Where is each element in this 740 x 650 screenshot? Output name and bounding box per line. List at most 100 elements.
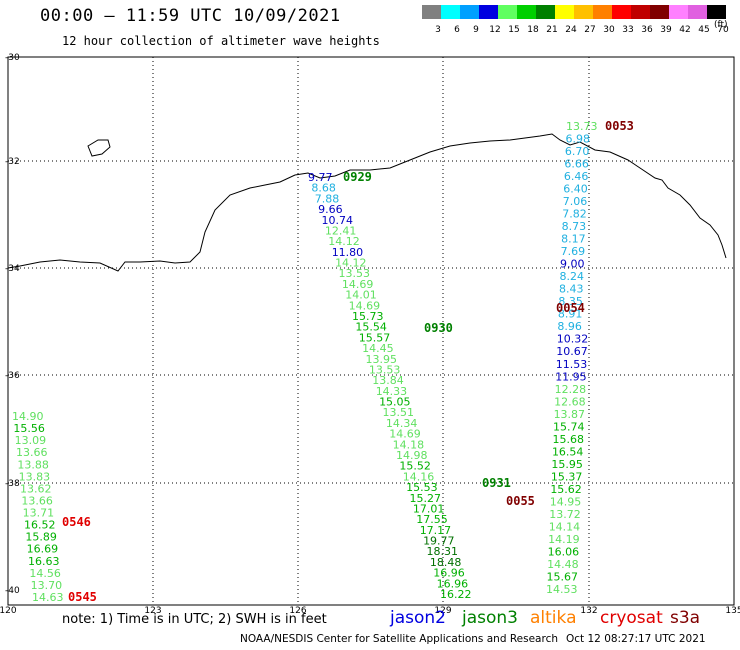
track-b-label-35: 14.48 — [547, 558, 579, 571]
legend-swatch-27 — [574, 5, 593, 19]
track-a-label-29: 15.53 — [406, 481, 438, 494]
legend-swatch-30 — [593, 5, 612, 19]
satellite-altika: altika — [530, 608, 577, 628]
track-c-label-0: 14.90 — [12, 410, 44, 423]
lat-label-2: -34 — [5, 264, 20, 274]
track-a-label-32: 17.55 — [416, 513, 448, 526]
time-marker-0053: 0053 — [605, 119, 634, 133]
track-a-label-33: 17.17 — [420, 524, 452, 537]
track-b-label-23: 13.87 — [554, 408, 586, 421]
track-a-label-30: 15.27 — [410, 492, 442, 505]
track-b-label-6: 7.06 — [563, 195, 588, 208]
track-a-label-35: 18.31 — [426, 545, 458, 558]
track-a-label-18: 13.53 — [369, 363, 401, 376]
track-a-label-19: 13.84 — [372, 374, 404, 387]
footnote: note: 1) Time is in UTC; 2) SWH is in fe… — [62, 612, 327, 627]
legend-swatch-12 — [479, 5, 498, 19]
legend-label-18: 18 — [527, 25, 539, 35]
legend-label-30: 30 — [603, 25, 615, 35]
legend-swatch-6 — [441, 5, 460, 19]
track-c-label-13: 14.56 — [29, 567, 61, 580]
track-b-label-27: 15.95 — [551, 458, 583, 471]
legend-unit: (ft) — [714, 20, 728, 30]
legend-swatch-42 — [669, 5, 688, 19]
track-a-label-26: 14.98 — [396, 449, 428, 462]
track-b-label-16: 8.96 — [557, 320, 582, 333]
track-b-label-0: 13.73 — [566, 120, 598, 133]
track-b-label-7: 7.82 — [562, 208, 587, 221]
track-a-label-10: 14.69 — [342, 278, 374, 291]
track-a-label-38: 16.96 — [437, 577, 469, 590]
track-b-label-26: 16.54 — [552, 445, 584, 458]
lat-label-3: -36 — [5, 371, 20, 381]
track-b-label-32: 14.14 — [549, 520, 581, 533]
track-b-label-12: 8.24 — [560, 270, 585, 283]
track-c-label-4: 13.88 — [17, 458, 49, 471]
legend-swatch-33 — [612, 5, 631, 19]
time-marker-0545: 0545 — [68, 590, 97, 604]
track-a-label-3: 9.66 — [318, 203, 343, 216]
legend-label-39: 39 — [660, 25, 672, 35]
track-a-label-9: 13.53 — [338, 267, 370, 280]
track-c-label-12: 16.63 — [28, 555, 60, 568]
track-b-label-14: 8.35 — [558, 295, 583, 308]
track-a-label-28: 14.16 — [403, 470, 435, 483]
track-b-label-11: 9.00 — [560, 258, 585, 271]
track-a-label-20: 14.33 — [376, 385, 408, 398]
lat-label-4: -38 — [5, 479, 20, 489]
track-a-label-25: 14.18 — [393, 438, 425, 451]
legend-swatch-21 — [536, 5, 555, 19]
legend-label-3: 3 — [435, 25, 441, 35]
track-b-label-31: 13.72 — [549, 508, 581, 521]
credit-text: NOAA/NESDIS Center for Satellite Applica… — [240, 633, 558, 645]
lon-label-1: 123 — [144, 606, 161, 616]
track-a-label-15: 15.57 — [359, 331, 391, 344]
track-a-label-36: 18.48 — [430, 556, 462, 569]
track-a-label-37: 16.96 — [433, 567, 465, 580]
legend-label-6: 6 — [454, 25, 460, 35]
chart-title: 00:00 – 11:59 UTC 10/09/2021 — [40, 6, 341, 26]
legend-swatch-45 — [688, 5, 707, 19]
track-a-label-7: 11.80 — [332, 246, 364, 259]
track-a-label-21: 15.05 — [379, 396, 411, 409]
track-c-label-1: 15.56 — [13, 422, 45, 435]
track-a-label-31: 17.01 — [413, 502, 445, 515]
track-c-label-8: 13.71 — [23, 507, 54, 520]
track-a-label-1: 8.68 — [311, 182, 336, 195]
color-legend: 3 6 9 12 15 18 21 24 27 30 33 36 39 42 45 70 — [422, 5, 729, 35]
legend-label-21: 21 — [546, 25, 557, 35]
map-frame — [7, 56, 735, 606]
track-b-label-18: 10.67 — [556, 345, 588, 358]
timestamp-text: Oct 12 08:27:17 UTC 2021 — [566, 633, 706, 645]
legend-swatch-18 — [517, 5, 536, 19]
track-b-label-3: 6.66 — [564, 158, 589, 171]
track-b-label-4: 6.46 — [564, 170, 589, 183]
track-a-label-5: 12.41 — [325, 224, 357, 237]
lat-label-1: -32 — [5, 157, 20, 167]
track-a-label-17: 13.95 — [366, 353, 398, 366]
track-c-label-14: 13.70 — [31, 579, 62, 592]
track-b-label-29: 15.62 — [550, 483, 582, 496]
chart-subtitle: 12 hour collection of altimeter wave hei… — [62, 34, 380, 48]
track-labels: 9.778.687.889.6610.7412.4114.1211.8014.1… — [12, 119, 634, 604]
track-b-label-9: 8.17 — [561, 233, 586, 246]
legend-swatch-9 — [460, 5, 479, 19]
time-marker-0055: 0055 — [506, 494, 535, 508]
track-a-label-13: 15.73 — [352, 310, 384, 323]
track-a-label-2: 7.88 — [315, 192, 340, 205]
track-b-label-8: 8.73 — [562, 220, 587, 233]
track-b-label-5: 6.40 — [563, 183, 588, 196]
track-b-label-33: 14.19 — [548, 533, 580, 546]
legend-label-70: 70 — [717, 25, 729, 35]
time-marker-0546: 0546 — [62, 515, 91, 529]
track-b-label-34: 16.06 — [548, 545, 580, 558]
time-marker-0931: 0931 — [482, 476, 511, 490]
legend-swatch-70 — [707, 5, 726, 19]
track-a-label-16: 14.45 — [362, 342, 394, 355]
lat-label-0: -30 — [5, 53, 20, 63]
track-a-label-0: 9.77 — [308, 171, 333, 184]
track-a-label-27: 15.52 — [399, 460, 431, 473]
satellite-s3a: s3a — [670, 608, 701, 628]
track-a-label-39: 16.22 — [440, 588, 472, 601]
